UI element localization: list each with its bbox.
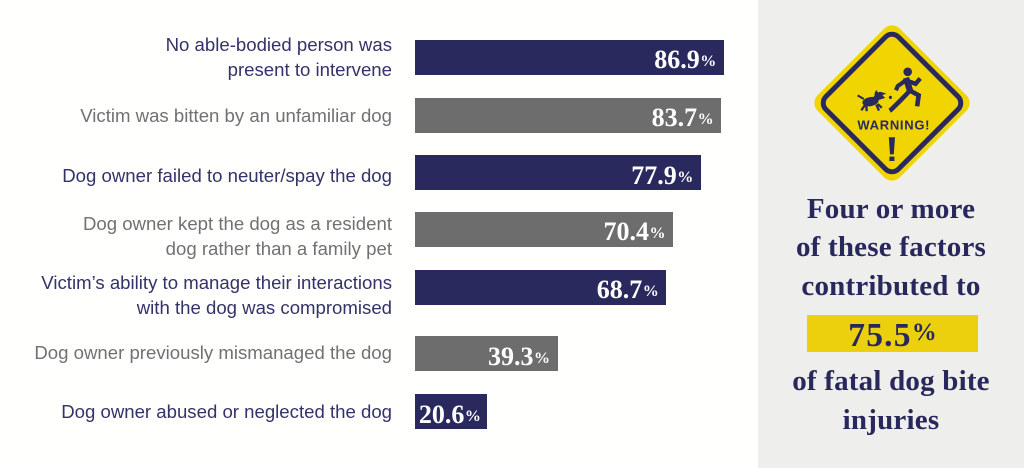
svg-text:WARNING!: WARNING! — [857, 118, 930, 133]
